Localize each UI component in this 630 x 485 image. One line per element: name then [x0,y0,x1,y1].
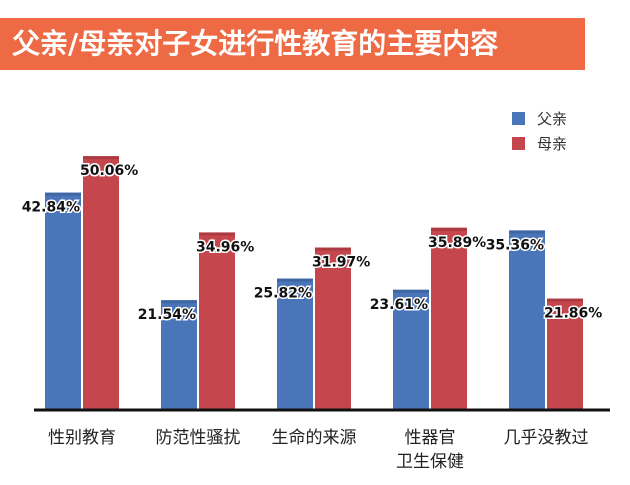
legend-swatch-father [512,112,525,125]
bar-father-2 [277,278,313,409]
bar-cap-father-3 [393,289,429,293]
data-label-mother-4: 21.86% [544,306,602,322]
x-tick-label-4: 几乎没教过 [504,428,589,448]
bar-cap-mother-1 [199,232,235,236]
bar-cap-father-4 [509,230,545,234]
legend-item-mother: 母亲 [512,131,567,156]
bar-father-4 [509,230,545,409]
title-banner: 父亲/母亲对子女进行性教育的主要内容 [0,18,585,70]
data-label-father-3: 23.61% [370,297,428,313]
bar-father-0 [45,192,81,409]
x-tick-label-2: 生命的来源 [272,428,357,448]
bar-cap-father-1 [161,300,197,304]
bar-mother-0 [83,156,119,409]
chart-title: 父亲/母亲对子女进行性教育的主要内容 [12,27,499,60]
bar-father-1 [161,300,197,409]
bar-cap-mother-2 [315,247,351,251]
bar-mother-3 [431,227,467,409]
data-label-mother-1: 34.96% [196,239,254,255]
bar-cap-mother-3 [431,227,467,231]
data-label-father-4: 35.36% [486,237,544,253]
data-label-father-0: 42.84% [22,200,80,216]
bar-mother-2 [315,247,351,409]
x-tick-label-0: 性别教育 [48,428,116,448]
bar-cap-father-2 [277,278,313,282]
x-tick-label-3-line1: 卫生保健 [396,452,464,472]
data-label-mother-2: 31.97% [312,255,370,271]
bar-mother-1 [199,232,235,409]
data-label-mother-0: 50.06% [80,163,138,179]
legend-item-father: 父亲 [512,106,567,131]
bar-mother-4 [547,298,583,409]
data-label-mother-3: 35.89% [428,235,486,251]
data-label-father-2: 25.82% [254,286,312,302]
bar-cap-mother-0 [83,156,119,160]
legend-label-mother: 母亲 [537,135,568,153]
legend-swatch-mother [512,137,525,150]
x-tick-label-1: 防范性骚扰 [156,428,241,448]
data-label-father-1: 21.54% [138,307,196,323]
bar-cap-mother-4 [547,298,583,302]
x-tick-label-3-line0: 性器官 [405,428,456,448]
bar-father-3 [393,289,429,409]
bar-cap-father-0 [45,192,81,196]
legend: 父亲 母亲 [512,106,567,156]
legend-label-father: 父亲 [537,110,568,128]
